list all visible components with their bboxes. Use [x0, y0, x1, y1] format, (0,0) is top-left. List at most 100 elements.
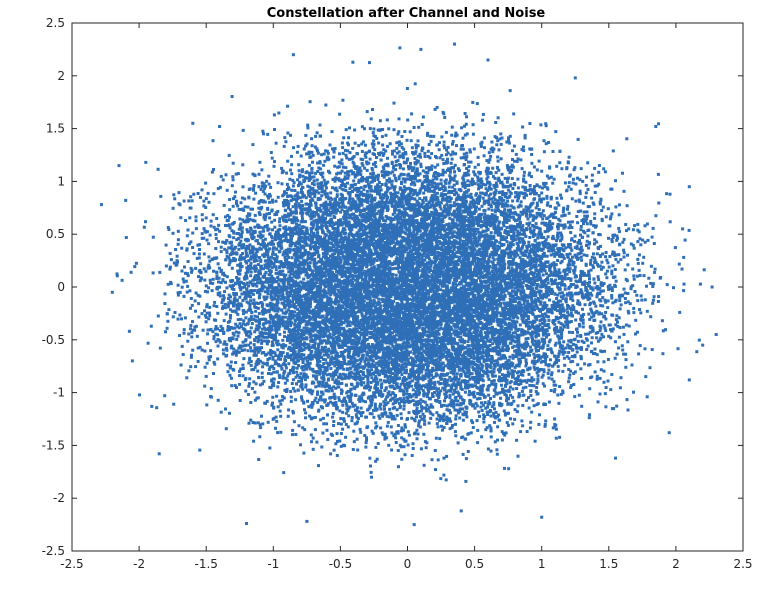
data-point [632, 246, 636, 250]
data-point [575, 350, 579, 354]
data-point [485, 270, 489, 274]
data-point [219, 245, 223, 249]
data-point [219, 250, 223, 254]
data-point [345, 237, 349, 241]
data-point [384, 226, 388, 230]
data-point [491, 342, 495, 346]
data-point [293, 318, 297, 322]
data-point [589, 291, 592, 295]
data-point [442, 403, 446, 407]
data-point [235, 202, 238, 205]
data-point [539, 277, 543, 281]
data-point [449, 250, 453, 253]
data-point [528, 213, 532, 217]
data-point [529, 420, 533, 424]
data-point [639, 311, 643, 315]
data-point [343, 171, 347, 175]
data-point [519, 282, 523, 285]
data-point [341, 352, 345, 356]
data-point [430, 373, 434, 377]
data-point [439, 233, 443, 237]
data-point [406, 213, 410, 217]
data-point [480, 435, 484, 439]
data-point [587, 205, 591, 209]
data-point [296, 298, 300, 302]
data-point [384, 183, 388, 186]
data-point [228, 198, 232, 201]
data-point [348, 320, 352, 324]
data-point [422, 349, 426, 353]
data-point [190, 353, 193, 357]
data-point [543, 239, 547, 243]
data-point [203, 349, 207, 353]
data-point [492, 175, 495, 179]
data-point [365, 176, 369, 180]
data-point [526, 299, 530, 303]
data-point [337, 354, 341, 358]
data-point [371, 335, 375, 339]
data-point [353, 175, 357, 179]
data-point [227, 263, 231, 267]
data-point [456, 335, 460, 338]
data-point [146, 341, 150, 345]
data-point [586, 188, 590, 191]
data-point [465, 238, 468, 242]
data-point [592, 252, 595, 256]
data-point [265, 295, 269, 299]
data-point [532, 365, 536, 369]
data-point [526, 314, 530, 318]
data-point [504, 384, 508, 388]
data-point [261, 323, 265, 327]
data-point [347, 136, 351, 140]
data-point [590, 255, 594, 259]
data-point [339, 232, 343, 236]
data-point [641, 238, 645, 242]
data-point [277, 363, 281, 366]
data-point [354, 208, 358, 212]
data-point [547, 376, 551, 380]
data-point [414, 219, 418, 223]
data-point [360, 150, 364, 153]
data-point [373, 176, 377, 180]
data-point [479, 368, 483, 372]
data-point [443, 242, 447, 246]
data-point [650, 235, 654, 239]
data-point [224, 280, 227, 284]
data-point [495, 448, 499, 452]
data-point [536, 314, 540, 318]
data-point [521, 379, 525, 383]
data-point [409, 178, 413, 181]
data-point [293, 389, 297, 393]
data-point [328, 372, 332, 376]
data-point [300, 376, 304, 380]
data-point [464, 289, 468, 293]
data-point [268, 315, 272, 319]
data-point [386, 173, 390, 177]
data-point [427, 325, 431, 329]
data-point [557, 320, 561, 324]
data-point [423, 214, 427, 218]
data-point [237, 243, 241, 247]
data-point [330, 356, 334, 360]
data-point [275, 419, 279, 423]
data-point [513, 369, 516, 373]
data-point [474, 229, 478, 233]
data-point [638, 274, 642, 277]
data-point [639, 294, 643, 298]
data-point [319, 320, 322, 324]
data-point [367, 241, 370, 245]
data-point [247, 421, 251, 425]
data-point [534, 354, 538, 358]
data-point [429, 287, 432, 291]
data-point [548, 298, 551, 302]
data-point [238, 217, 242, 221]
data-point [283, 326, 287, 330]
data-point [458, 416, 462, 420]
data-point [556, 293, 560, 297]
data-point [613, 233, 617, 237]
data-point [220, 301, 224, 304]
data-point [531, 214, 535, 218]
data-point [457, 354, 461, 358]
data-point [447, 181, 451, 185]
data-point [579, 367, 583, 371]
